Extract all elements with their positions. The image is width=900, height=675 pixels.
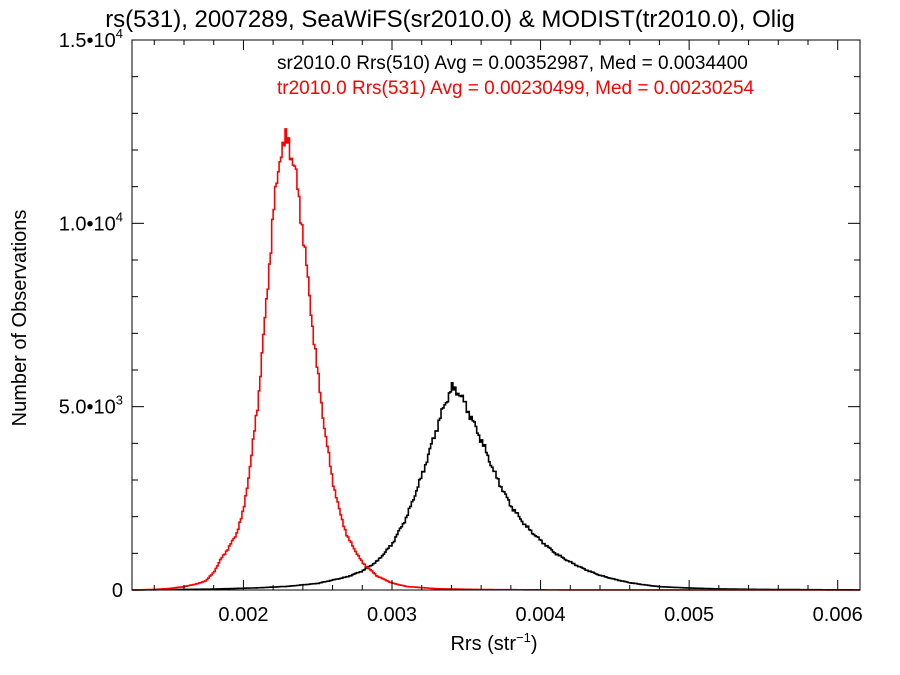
y-tick-label: 1.5•104 xyxy=(59,26,123,52)
y-tick-label-base: 1.5•10 xyxy=(59,30,116,52)
y-tick-label-base: 1.0•10 xyxy=(59,213,116,235)
y-tick-label-base: 5.0•10 xyxy=(59,397,116,419)
x-tick-label: 0.003 xyxy=(367,604,417,626)
chart-title: rs(531), 2007289, SeaWiFS(sr2010.0) & MO… xyxy=(105,6,795,33)
series-line-0 xyxy=(132,382,860,591)
plot-frame xyxy=(131,39,861,591)
x-tick-label: 0.005 xyxy=(664,604,714,626)
x-axis-label-main: Rrs (str xyxy=(450,633,516,655)
y-tick-label-exponent: 4 xyxy=(116,209,123,224)
x-axis-label-superscript: −1 xyxy=(516,630,531,645)
legend-entry-sr2010: sr2010.0 Rrs(510) Avg = 0.00352987, Med … xyxy=(277,53,748,74)
x-tick-label: 0.002 xyxy=(218,604,268,626)
y-tick-label: 1.0•104 xyxy=(59,209,123,235)
x-axis-ticks: 0.002 0.003 0.004 0.005 0.006 xyxy=(153,40,863,626)
legend-entry-tr2010: tr2010.0 Rrs(531) Avg = 0.00230499, Med … xyxy=(277,78,755,99)
series-line-1 xyxy=(132,128,860,591)
series-layer xyxy=(132,128,860,591)
y-tick-label-exponent: 3 xyxy=(116,393,123,408)
y-tick-label-base: 0 xyxy=(112,580,123,602)
x-axis-label: Rrs (str−1) xyxy=(450,630,537,655)
y-tick-label: 0 xyxy=(112,580,123,602)
x-tick-label: 0.004 xyxy=(516,604,566,626)
y-tick-label-exponent: 4 xyxy=(116,26,123,41)
y-axis-label: Number of Observations xyxy=(9,210,31,427)
x-axis-label-close: ) xyxy=(531,633,538,655)
x-tick-label: 0.006 xyxy=(813,604,863,626)
y-tick-label: 5.0•103 xyxy=(59,393,123,419)
